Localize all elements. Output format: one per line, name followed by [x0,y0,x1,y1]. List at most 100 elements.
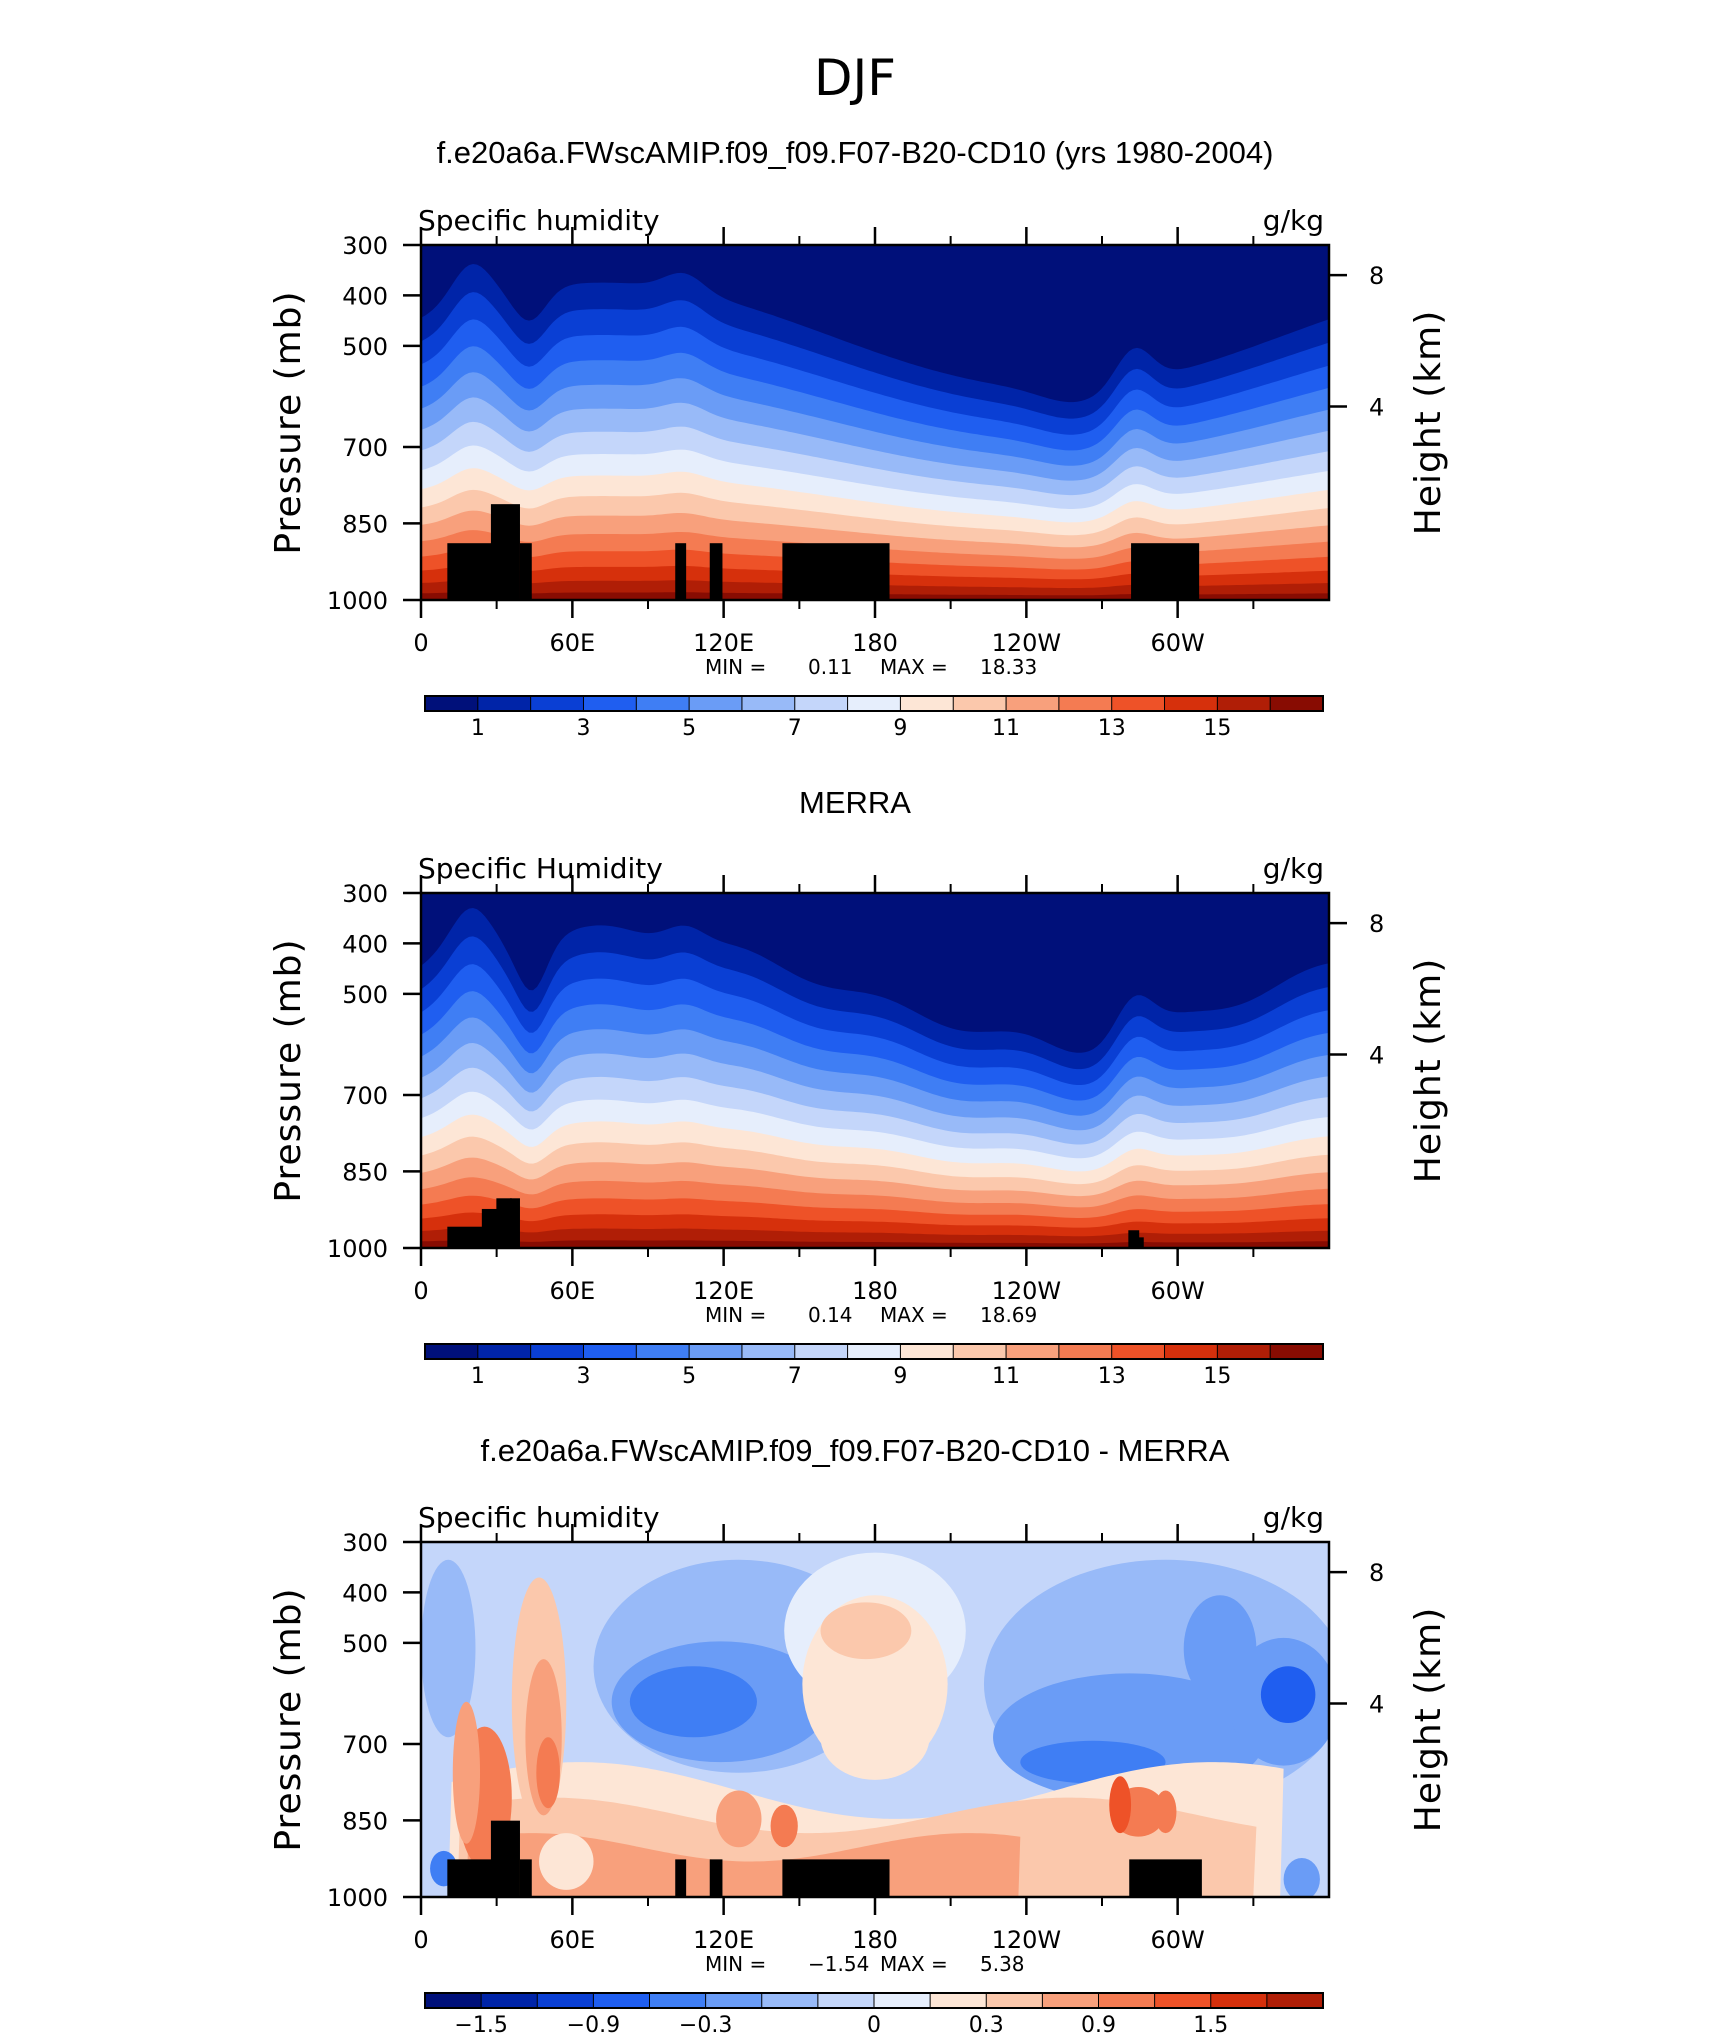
y2-tick-label: 4 [1369,1691,1384,1719]
x-tick-label: 0 [413,1926,428,1954]
contour-cell [629,1666,757,1738]
y-axis-label: Pressure (mb) [268,1587,309,1851]
terrain-mask [782,543,890,600]
colorbar-label: 11 [992,1364,1020,1389]
terrain-mask [1134,1237,1144,1248]
colorbar-label: 1 [471,1364,485,1389]
contour-cell [770,1804,798,1848]
terrain-mask [509,1198,520,1248]
colorbar-swatch [688,1343,743,1360]
terrain-mask [675,1859,687,1897]
colorbar-label: 9 [893,1364,907,1389]
colorbar-frame [424,1343,1324,1360]
colorbar-swatch [1269,1343,1325,1360]
y-tick-label: 500 [342,333,388,361]
min-label: MIN = [705,655,766,679]
colorbar-label: 9 [893,716,907,741]
units-label: g/kg [1263,852,1324,885]
contour-cell [1154,1790,1177,1834]
x-tick-label: 120E [693,1926,754,1954]
colorbar-label: 5 [682,1364,696,1389]
contour-cell [1109,1776,1132,1834]
colorbar-label: 1.5 [1193,2013,1228,2038]
colorbar-swatch [1266,1992,1324,2009]
x-tick-label: 120E [693,1277,754,1305]
terrain-mask [1131,543,1200,600]
plot-area [421,893,1329,1248]
y2-axis-label: Height (km) [1408,958,1449,1183]
colorbar-label: −0.3 [679,2013,732,2038]
y-tick-label: 400 [342,282,388,310]
colorbar-label: 15 [1203,716,1231,741]
x-tick-label: 60W [1150,629,1204,657]
colorbar-swatch [688,695,743,712]
y-axis-label: Pressure (mb) [268,938,309,1202]
y-tick-label: 700 [342,434,388,462]
colorbar: −1.5 −0.9 −0.3 0 0.3 0.9 1.5 [424,1992,1324,2038]
min-value: 0.11 [808,655,853,679]
contour-cell [452,1701,481,1844]
terrain-mask [709,543,723,600]
colorbar-swatch [929,1992,988,2009]
max-label: MAX = [880,1952,948,1976]
colorbar-swatch [1005,695,1060,712]
terrain-mask [709,1859,723,1897]
y2-tick-label: 4 [1369,394,1384,422]
y-tick-label: 850 [342,1807,388,1835]
max-label: MAX = [880,1303,948,1327]
colorbar-label: 15 [1203,1364,1231,1389]
colorbar-swatch [1164,695,1219,712]
terrain-mask [447,1859,499,1897]
colorbar-swatch [873,1992,932,2009]
y2-tick-label: 8 [1369,1559,1384,1587]
terrain-mask [675,543,687,600]
colorbar-label: 5 [682,716,696,741]
min-label: MIN = [705,1303,766,1327]
y-tick-label: 400 [342,1579,388,1607]
y-tick-label: 700 [342,1082,388,1110]
contour-cell [1283,1857,1320,1897]
y2-axis-label: Height (km) [1408,1607,1449,1832]
contour-cell [716,1790,762,1848]
terrain-mask [447,1226,488,1248]
colorbar-swatch [1269,695,1325,712]
max-value: 18.33 [980,655,1037,679]
left-label: Specific humidity [418,204,660,237]
colorbar-swatch [899,1343,955,1360]
terrain-mask [481,1208,499,1248]
colorbar-swatch [582,1343,638,1360]
colorbar-frame [424,695,1324,712]
x-tick-label: 0 [413,1277,428,1305]
min-label: MIN = [705,1952,766,1976]
colorbar-swatch [424,1992,483,2009]
terrain-mask [519,543,532,600]
colorbar-swatch [1111,1343,1166,1360]
x-tick-label: 120W [992,1926,1062,1954]
x-tick-label: 120W [992,629,1062,657]
x-tick-label: 120E [693,629,754,657]
x-tick-label: 60W [1150,1277,1204,1305]
y-tick-label: 400 [342,930,388,958]
colorbar-swatch [847,1343,902,1360]
x-tick-label: 180 [852,629,898,657]
max-value: 18.69 [980,1303,1037,1327]
x-tick-label: 0 [413,629,428,657]
colorbar-label: −1.5 [454,2013,507,2038]
terrain-mask [490,1820,520,1897]
colorbar-swatch [1164,1343,1219,1360]
colorbar-swatch [817,1992,875,2009]
terrain-mask [1128,1230,1140,1248]
y-tick-label: 1000 [327,1235,388,1263]
y2-tick-label: 8 [1369,910,1384,938]
y-tick-label: 1000 [327,587,388,615]
colorbar: 1 3 5 7 9 11 13 15 [424,1343,1325,1389]
colorbar-label: 7 [788,1364,802,1389]
colorbar-swatch [477,1343,532,1360]
x-tick-label: 180 [852,1926,898,1954]
max-label: MAX = [880,655,948,679]
colorbar-label: 0.9 [1081,2013,1116,2038]
contour-cell [421,1559,476,1738]
colorbar-label: 7 [788,716,802,741]
contour-cell [539,1833,594,1890]
